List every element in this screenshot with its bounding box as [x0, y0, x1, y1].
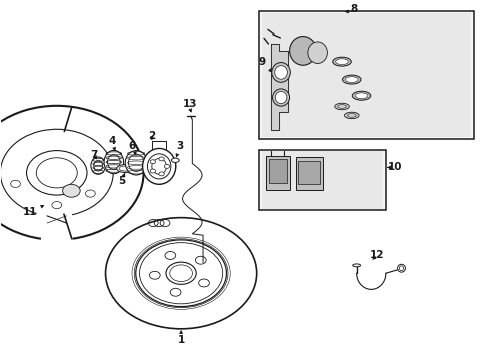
Circle shape: [164, 165, 169, 168]
Circle shape: [164, 252, 175, 260]
Text: 12: 12: [369, 250, 384, 260]
Circle shape: [150, 160, 155, 164]
Bar: [298, 161, 320, 184]
Circle shape: [198, 279, 209, 287]
Ellipse shape: [119, 166, 131, 171]
Bar: [266, 156, 289, 190]
Circle shape: [136, 240, 226, 307]
Text: 5: 5: [118, 173, 125, 186]
Text: 8: 8: [350, 4, 357, 14]
Ellipse shape: [354, 93, 367, 99]
Text: 13: 13: [182, 99, 197, 109]
Ellipse shape: [289, 37, 316, 65]
Circle shape: [52, 202, 61, 209]
Bar: [261, 151, 383, 209]
Ellipse shape: [397, 264, 405, 272]
Circle shape: [105, 218, 256, 329]
Bar: [259, 12, 473, 139]
Ellipse shape: [351, 91, 370, 100]
Text: 4: 4: [108, 136, 115, 151]
Text: 3: 3: [176, 141, 183, 157]
Text: 7: 7: [90, 150, 98, 160]
Text: 6: 6: [128, 141, 136, 155]
Bar: [295, 157, 322, 190]
Text: 10: 10: [386, 162, 401, 172]
Circle shape: [159, 157, 164, 161]
Ellipse shape: [142, 148, 175, 184]
Ellipse shape: [345, 77, 357, 82]
Ellipse shape: [91, 157, 105, 174]
Polygon shape: [271, 44, 288, 130]
Circle shape: [165, 262, 196, 284]
Bar: [259, 149, 385, 211]
Bar: [268, 159, 287, 183]
Text: 1: 1: [177, 331, 184, 345]
Circle shape: [85, 190, 95, 197]
Ellipse shape: [125, 150, 147, 175]
Circle shape: [170, 288, 181, 296]
Ellipse shape: [334, 103, 348, 110]
Ellipse shape: [344, 112, 358, 119]
Text: 11: 11: [22, 205, 43, 217]
Circle shape: [150, 169, 155, 173]
Ellipse shape: [272, 89, 289, 106]
Ellipse shape: [332, 57, 350, 66]
Ellipse shape: [117, 165, 133, 172]
Bar: [261, 13, 470, 137]
Circle shape: [11, 180, 20, 188]
Ellipse shape: [342, 75, 360, 84]
Circle shape: [149, 271, 160, 279]
Ellipse shape: [307, 42, 327, 63]
Circle shape: [159, 172, 164, 176]
Text: 9: 9: [259, 57, 271, 72]
Circle shape: [62, 184, 80, 197]
Ellipse shape: [335, 59, 347, 64]
Text: 2: 2: [148, 131, 155, 140]
Ellipse shape: [271, 63, 290, 82]
Ellipse shape: [275, 91, 286, 104]
Circle shape: [195, 256, 206, 264]
Ellipse shape: [171, 158, 179, 162]
Circle shape: [26, 150, 87, 195]
Ellipse shape: [104, 150, 123, 174]
Ellipse shape: [274, 66, 287, 79]
